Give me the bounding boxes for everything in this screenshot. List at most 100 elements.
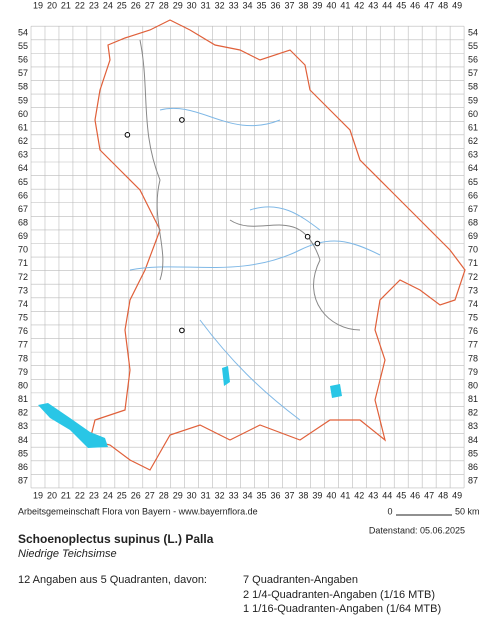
column-label: 39	[312, 490, 322, 500]
row-label: 73	[18, 285, 28, 295]
column-label: 23	[89, 0, 99, 10]
column-label: 45	[396, 0, 406, 10]
row-label: 71	[468, 258, 478, 268]
row-label: 56	[18, 55, 28, 65]
column-label: 30	[187, 490, 197, 500]
column-label: 24	[103, 490, 113, 500]
row-label: 56	[468, 55, 478, 65]
column-label: 39	[312, 0, 322, 10]
row-label: 60	[468, 109, 478, 119]
column-label: 30	[187, 0, 197, 10]
column-label: 46	[410, 0, 420, 10]
row-label: 84	[18, 435, 28, 445]
row-label: 77	[468, 340, 478, 350]
row-label: 63	[18, 150, 28, 160]
row-label: 85	[468, 448, 478, 458]
column-label: 40	[326, 490, 336, 500]
row-label: 83	[18, 421, 28, 431]
row-label: 86	[18, 462, 28, 472]
row-label: 74	[18, 299, 28, 309]
column-label: 35	[257, 0, 267, 10]
row-label: 83	[468, 421, 478, 431]
row-label: 62	[468, 136, 478, 146]
column-label: 35	[257, 490, 267, 500]
column-label: 26	[131, 0, 141, 10]
row-label: 58	[18, 82, 28, 92]
column-label: 21	[61, 490, 71, 500]
column-label: 34	[243, 0, 253, 10]
row-label: 72	[468, 272, 478, 282]
column-label: 27	[145, 490, 155, 500]
row-label: 65	[468, 177, 478, 187]
row-label: 81	[18, 394, 28, 404]
grid: 19 19 20 20 21 21 22 22 23 23 24 24 25 25 26 26 27 27 28 28…	[18, 0, 478, 500]
column-label: 27	[145, 0, 155, 10]
row-label: 54	[18, 27, 28, 37]
column-label: 41	[340, 0, 350, 10]
row-label: 80	[18, 380, 28, 390]
summary-total: 12 Angaben aus 5 Quadranten, davon:	[18, 574, 207, 586]
scale-start: 0	[387, 506, 392, 516]
column-label: 25	[117, 0, 127, 10]
row-label: 69	[468, 231, 478, 241]
occurrence-point	[179, 327, 185, 334]
occurrence-point	[304, 233, 311, 240]
row-label: 61	[468, 122, 478, 132]
row-label: 57	[468, 68, 478, 78]
species-name: Schoenoplectus supinus (L.) Palla	[18, 532, 214, 546]
row-label: 76	[468, 326, 478, 336]
column-label: 38	[298, 0, 308, 10]
column-label: 32	[215, 0, 225, 10]
row-label: 66	[18, 190, 28, 200]
row-label: 69	[18, 231, 28, 241]
column-label: 26	[131, 490, 141, 500]
row-label: 73	[468, 285, 478, 295]
row-label: 75	[18, 313, 28, 323]
summary-line: 1 1/16-Quadranten-Angaben (1/64 MTB)	[243, 603, 441, 615]
row-label: 84	[468, 435, 478, 445]
occurrence-point	[124, 132, 131, 138]
row-label: 60	[18, 109, 28, 119]
lake	[38, 403, 108, 448]
row-label: 58	[468, 82, 478, 92]
date: Datenstand: 05.06.2025	[369, 525, 465, 535]
column-label: 49	[452, 490, 462, 500]
occurrence-point	[179, 117, 185, 123]
occurrences	[124, 117, 321, 334]
row-label: 81	[468, 394, 478, 404]
row-label: 86	[468, 462, 478, 472]
row-label: 76	[18, 326, 28, 336]
row-label: 82	[18, 408, 28, 418]
occurrence-point	[314, 240, 321, 247]
column-label: 33	[229, 0, 239, 10]
row-label: 75	[468, 313, 478, 323]
column-label: 36	[270, 0, 280, 10]
row-label: 55	[468, 41, 478, 51]
row-label: 67	[18, 204, 28, 214]
column-label: 48	[438, 0, 448, 10]
row-label: 57	[18, 68, 28, 78]
row-label: 82	[468, 408, 478, 418]
column-label: 29	[173, 0, 183, 10]
column-label: 33	[229, 490, 239, 500]
column-label: 29	[173, 490, 183, 500]
row-label: 79	[468, 367, 478, 377]
district-border	[139, 39, 361, 331]
column-label: 44	[382, 0, 392, 10]
row-label: 70	[18, 245, 28, 255]
column-label: 42	[354, 490, 364, 500]
column-label: 49	[452, 0, 462, 10]
row-label: 68	[468, 217, 478, 227]
row-label: 85	[18, 448, 28, 458]
credit: Arbeitsgemeinschaft Flora von Bayern - w…	[18, 506, 258, 516]
column-label: 20	[47, 490, 57, 500]
column-label: 47	[424, 490, 434, 500]
column-label: 43	[368, 0, 378, 10]
column-label: 45	[396, 490, 406, 500]
row-label: 72	[18, 272, 28, 282]
column-label: 44	[382, 490, 392, 500]
river	[129, 108, 381, 421]
bavaria-outline	[89, 19, 466, 471]
row-label: 64	[468, 163, 478, 173]
row-label: 77	[18, 340, 28, 350]
